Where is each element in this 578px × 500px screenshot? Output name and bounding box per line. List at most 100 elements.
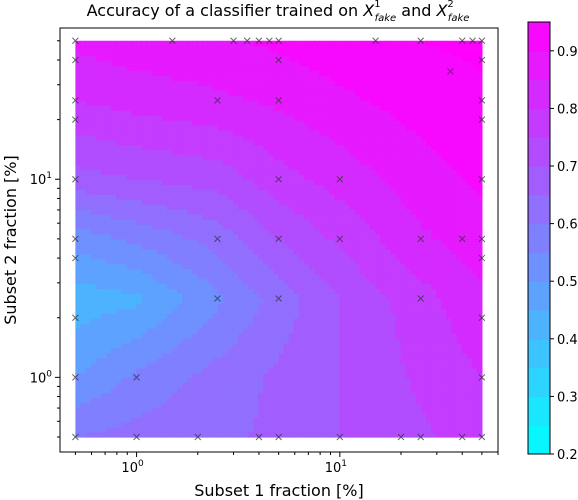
contour-cell bbox=[126, 422, 132, 428]
contour-cell bbox=[171, 422, 178, 428]
contour-cell bbox=[385, 115, 392, 121]
contour-cell bbox=[248, 392, 254, 398]
contour-cell bbox=[319, 45, 325, 52]
contour-cell bbox=[324, 224, 331, 230]
contour-cell bbox=[324, 367, 331, 374]
contour-cell bbox=[268, 263, 275, 270]
contour-cell bbox=[258, 342, 264, 349]
contour-cell bbox=[253, 224, 259, 230]
contour-cell bbox=[349, 308, 356, 314]
contour-cell bbox=[253, 124, 259, 131]
contour-cell bbox=[182, 40, 188, 47]
contour-cell bbox=[309, 352, 315, 359]
contour-cell bbox=[202, 273, 209, 280]
contour-cell bbox=[227, 362, 234, 369]
contour-cell bbox=[319, 313, 325, 319]
contour-cell bbox=[339, 293, 346, 299]
contour-cell bbox=[365, 194, 371, 200]
contour-cell bbox=[75, 392, 82, 398]
contour-cell bbox=[166, 169, 173, 176]
contour-cell bbox=[253, 204, 259, 210]
contour-cell bbox=[334, 224, 341, 230]
contour-cell bbox=[75, 134, 82, 141]
contour-cell bbox=[298, 332, 305, 339]
contour-cell bbox=[85, 293, 92, 299]
contour-cell bbox=[80, 144, 87, 151]
contour-cell bbox=[238, 105, 244, 111]
contour-cell bbox=[232, 243, 239, 250]
contour-cell bbox=[80, 219, 87, 225]
contour-cell bbox=[380, 149, 386, 156]
contour-cell bbox=[283, 124, 290, 131]
contour-cell bbox=[95, 154, 102, 161]
contour-cell bbox=[385, 204, 392, 210]
contour-cell bbox=[146, 313, 153, 319]
contour-cell bbox=[288, 124, 295, 131]
contour-cell bbox=[314, 258, 320, 265]
contour-cell bbox=[298, 377, 305, 384]
contour-cell bbox=[136, 204, 143, 210]
contour-cell bbox=[161, 288, 168, 294]
contour-cell bbox=[288, 219, 295, 225]
contour-cell bbox=[105, 214, 112, 220]
contour-cell bbox=[171, 268, 178, 275]
contour-cell bbox=[161, 318, 168, 324]
contour-cell bbox=[212, 357, 219, 364]
contour-cell bbox=[298, 263, 305, 270]
contour-cell bbox=[354, 377, 361, 384]
contour-cell bbox=[177, 407, 183, 413]
contour-cell bbox=[354, 308, 361, 314]
contour-cell bbox=[288, 55, 295, 62]
contour-cell bbox=[171, 273, 178, 280]
contour-cell bbox=[354, 288, 361, 294]
contour-cell bbox=[339, 387, 346, 394]
contour-cell bbox=[217, 164, 224, 171]
contour-cell bbox=[90, 40, 97, 47]
contour-cell bbox=[314, 372, 320, 379]
contour-cell bbox=[283, 169, 290, 176]
contour-cell bbox=[227, 392, 234, 398]
contour-cell bbox=[349, 238, 356, 245]
contour-cell bbox=[222, 120, 229, 126]
contour-cell bbox=[278, 194, 285, 200]
contour-cell bbox=[222, 55, 229, 62]
contour-cell bbox=[365, 169, 371, 176]
contour-cell bbox=[126, 323, 132, 329]
contour-cell bbox=[380, 412, 386, 418]
contour-cell bbox=[329, 283, 336, 290]
contour-cell bbox=[136, 293, 143, 299]
contour-cell bbox=[232, 253, 239, 260]
contour-cell bbox=[324, 283, 331, 290]
contour-cell bbox=[329, 70, 336, 77]
contour-cell bbox=[344, 139, 351, 146]
contour-cell bbox=[202, 402, 209, 408]
contour-cell bbox=[263, 417, 270, 423]
contour-cell bbox=[166, 387, 173, 394]
contour-cell bbox=[354, 174, 361, 181]
contour-cell bbox=[283, 238, 290, 245]
contour-cell bbox=[258, 392, 264, 398]
contour-cell bbox=[248, 204, 254, 210]
contour-cell bbox=[222, 377, 229, 384]
contour-cell bbox=[90, 214, 97, 220]
contour-cell bbox=[253, 323, 259, 329]
contour-cell bbox=[161, 139, 168, 146]
contour-cell bbox=[304, 332, 310, 339]
contour-cell bbox=[354, 372, 361, 379]
contour-cell bbox=[365, 214, 371, 220]
contour-cell bbox=[324, 50, 331, 57]
contour-cell bbox=[126, 219, 132, 225]
contour-cell bbox=[304, 169, 310, 176]
contour-cell bbox=[126, 134, 132, 141]
contour-cell bbox=[268, 90, 275, 96]
contour-cell bbox=[268, 184, 275, 190]
contour-cell bbox=[222, 303, 229, 309]
contour-cell bbox=[258, 45, 264, 52]
contour-cell bbox=[75, 357, 82, 364]
contour-cell bbox=[304, 313, 310, 319]
contour-cell bbox=[217, 362, 224, 369]
contour-cell bbox=[319, 352, 325, 359]
contour-cell bbox=[304, 120, 310, 126]
contour-cell bbox=[354, 332, 361, 339]
contour-cell bbox=[227, 397, 234, 403]
